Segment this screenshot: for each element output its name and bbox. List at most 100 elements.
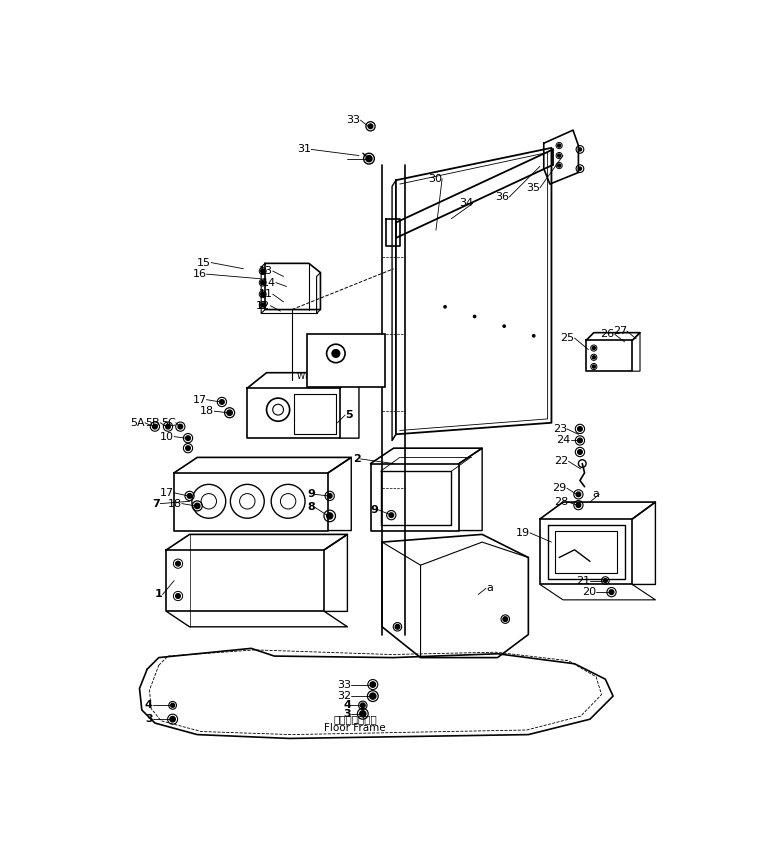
Circle shape [327, 513, 333, 519]
Text: 24: 24 [556, 435, 571, 445]
Circle shape [328, 494, 332, 498]
Circle shape [186, 436, 190, 440]
Text: 5C: 5C [161, 418, 176, 427]
Text: 2: 2 [353, 454, 360, 464]
Circle shape [444, 305, 447, 308]
Circle shape [176, 562, 181, 566]
Text: 18: 18 [200, 406, 214, 416]
Circle shape [533, 335, 535, 337]
Text: 27: 27 [613, 326, 627, 336]
Text: 32: 32 [337, 691, 351, 701]
Text: 17: 17 [160, 488, 174, 498]
Text: 13: 13 [259, 266, 273, 276]
Circle shape [332, 350, 340, 357]
Circle shape [578, 450, 582, 454]
Text: 18: 18 [168, 499, 182, 508]
Text: 17: 17 [192, 395, 207, 405]
Text: 36: 36 [495, 192, 509, 202]
Text: 11: 11 [259, 289, 273, 299]
Circle shape [503, 325, 505, 328]
Circle shape [178, 424, 183, 429]
Circle shape [576, 503, 581, 507]
Text: 35: 35 [526, 183, 540, 193]
Circle shape [592, 356, 595, 359]
Text: 4: 4 [145, 700, 152, 710]
Text: 8: 8 [307, 502, 315, 513]
Text: 23: 23 [552, 424, 567, 434]
Bar [306, 335, 385, 386]
Circle shape [152, 424, 157, 429]
Circle shape [176, 593, 181, 599]
Text: Without Odometer: Without Odometer [297, 372, 375, 381]
Circle shape [194, 503, 200, 508]
Circle shape [165, 424, 170, 429]
Text: 3: 3 [145, 714, 152, 724]
Text: 5B: 5B [146, 418, 160, 427]
Text: 26: 26 [600, 329, 615, 339]
Circle shape [473, 316, 475, 317]
Text: 12: 12 [256, 301, 271, 310]
Text: 3: 3 [344, 709, 351, 719]
Text: 20: 20 [582, 587, 596, 597]
Text: 16: 16 [193, 269, 207, 280]
Circle shape [578, 148, 581, 151]
Text: 10: 10 [160, 432, 174, 442]
Text: 4: 4 [344, 700, 351, 710]
Circle shape [227, 410, 232, 415]
Circle shape [609, 590, 614, 594]
Text: 15: 15 [197, 258, 211, 267]
Circle shape [261, 303, 264, 307]
Text: 5: 5 [345, 410, 353, 420]
Text: 14: 14 [261, 278, 276, 287]
Text: 5A: 5A [130, 418, 145, 427]
Circle shape [261, 292, 264, 296]
Text: 1: 1 [155, 589, 162, 599]
Text: Floor Frame: Floor Frame [325, 723, 386, 734]
Circle shape [219, 400, 224, 404]
Text: 30: 30 [428, 174, 442, 184]
Circle shape [261, 269, 264, 273]
Text: 33: 33 [347, 115, 360, 126]
Circle shape [171, 703, 174, 707]
Text: 6: 6 [365, 341, 373, 351]
Text: オドメータなし: オドメータなし [319, 365, 354, 373]
Text: 19: 19 [516, 528, 530, 538]
Circle shape [558, 164, 561, 167]
Circle shape [366, 156, 372, 162]
Circle shape [370, 682, 376, 687]
Circle shape [558, 144, 561, 147]
Circle shape [395, 624, 400, 630]
Text: 33: 33 [338, 679, 351, 690]
Circle shape [170, 716, 175, 722]
Circle shape [576, 492, 581, 497]
Text: 25: 25 [560, 333, 575, 343]
Circle shape [187, 494, 192, 498]
Circle shape [370, 693, 376, 699]
Text: 29: 29 [552, 483, 567, 493]
Text: a: a [592, 489, 599, 500]
Circle shape [592, 347, 595, 350]
Text: 31: 31 [297, 144, 311, 155]
Text: 9: 9 [370, 505, 378, 515]
Text: a: a [486, 583, 493, 593]
Text: 22: 22 [554, 457, 568, 466]
Circle shape [604, 579, 607, 582]
Circle shape [368, 124, 373, 129]
Circle shape [261, 280, 264, 285]
Text: 9: 9 [307, 489, 315, 500]
Circle shape [578, 167, 581, 170]
Text: 21: 21 [576, 575, 590, 586]
Text: フロアフレーム: フロアフレーム [333, 714, 377, 724]
Circle shape [503, 617, 507, 622]
Text: 28: 28 [554, 497, 568, 507]
Circle shape [558, 154, 561, 157]
Circle shape [592, 365, 595, 368]
Text: 7: 7 [152, 499, 160, 508]
Circle shape [360, 703, 365, 708]
Circle shape [389, 513, 394, 518]
Circle shape [578, 427, 582, 431]
Text: 34: 34 [459, 199, 473, 208]
Circle shape [360, 710, 366, 717]
Circle shape [578, 438, 582, 443]
Circle shape [186, 445, 190, 451]
